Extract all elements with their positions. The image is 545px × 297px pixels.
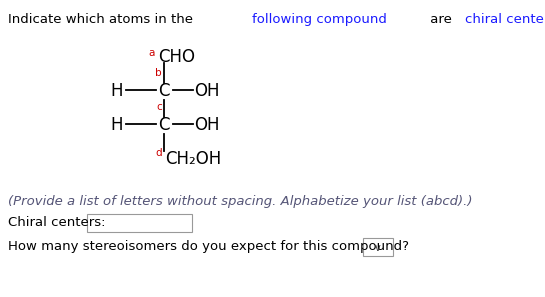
Text: c: c [156, 102, 162, 112]
Text: Chiral centers:: Chiral centers: [8, 216, 106, 229]
Text: v: v [375, 243, 381, 253]
Text: H: H [111, 82, 123, 100]
Text: CHO: CHO [158, 48, 195, 66]
Text: OH: OH [194, 116, 220, 134]
Text: d: d [155, 148, 162, 158]
Text: Indicate which atoms in the: Indicate which atoms in the [8, 13, 197, 26]
Text: are: are [426, 13, 456, 26]
Text: chiral centers: chiral centers [465, 13, 545, 26]
Text: (Provide a list of letters without spacing. Alphabetize your list (abcd).): (Provide a list of letters without spaci… [8, 195, 473, 208]
Text: How many stereoisomers do you expect for this compound?: How many stereoisomers do you expect for… [8, 240, 409, 253]
FancyBboxPatch shape [363, 238, 393, 256]
Text: C: C [158, 82, 169, 100]
Text: a: a [149, 48, 155, 58]
Text: OH: OH [194, 82, 220, 100]
Text: H: H [111, 116, 123, 134]
Text: b: b [155, 68, 162, 78]
Text: following compound: following compound [252, 13, 387, 26]
Text: C: C [158, 116, 169, 134]
Text: CH₂OH: CH₂OH [165, 150, 221, 168]
FancyBboxPatch shape [87, 214, 192, 232]
